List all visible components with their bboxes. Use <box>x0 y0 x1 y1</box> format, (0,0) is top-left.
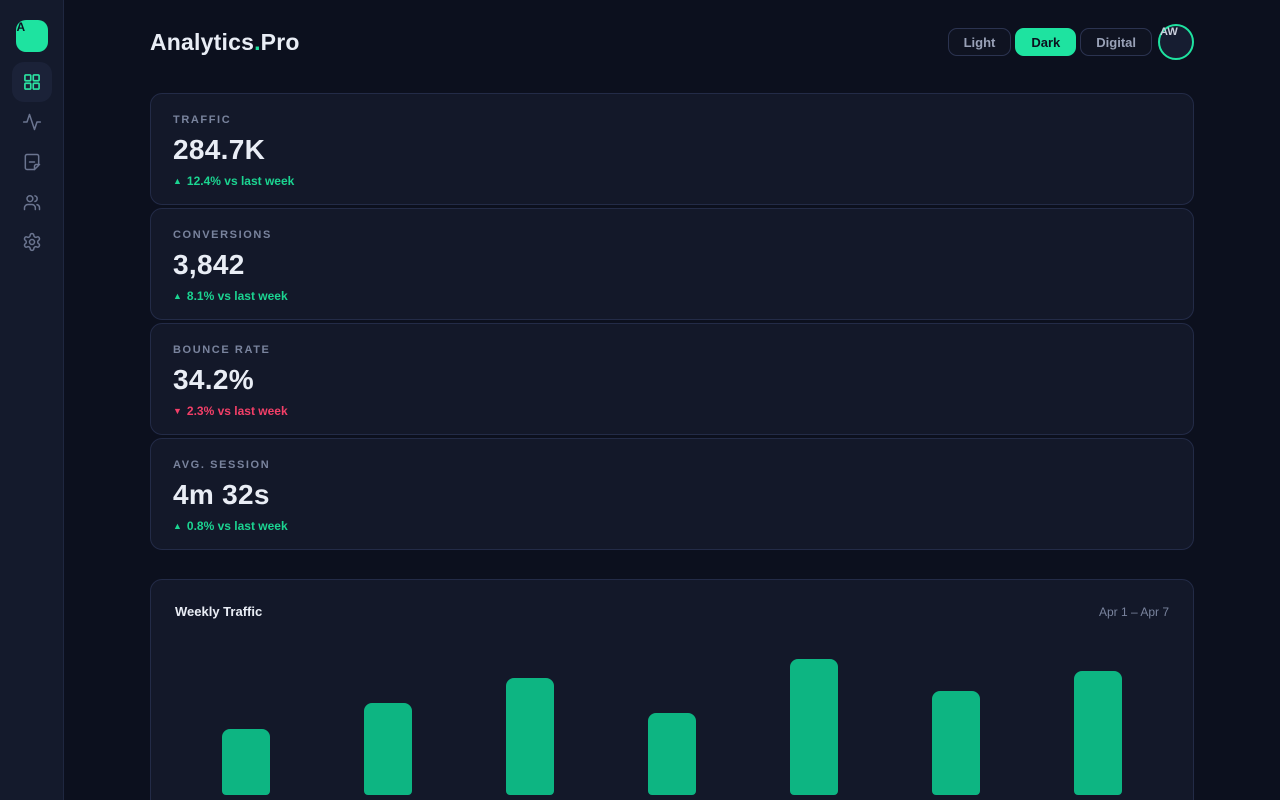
chart-bar-apr-3[interactable] <box>506 678 554 795</box>
logo-letter: A <box>16 20 26 34</box>
stat-value: 4m 32s <box>173 479 270 510</box>
chart-header: Weekly Traffic Apr 1 – Apr 7 <box>175 604 1169 619</box>
bar-slot <box>317 580 459 795</box>
stat-delta-text: 2.3% vs last week <box>186 404 288 419</box>
stat-delta-text: 12.4% vs last week <box>186 174 295 189</box>
topbar-actions: Light Dark Digital AW <box>944 24 1194 60</box>
arrow-up-icon: ▲ <box>173 176 182 187</box>
sidebar-nav <box>11 62 52 262</box>
chart-bar-apr-6[interactable] <box>932 691 980 795</box>
stat-value: 34.2% <box>173 364 254 395</box>
chart-bar-apr-2[interactable] <box>364 703 412 795</box>
stat-label: BOUNCE RATE <box>173 344 271 356</box>
bar-slot <box>885 580 1027 795</box>
stat-value: 284.7K <box>173 134 266 165</box>
stat-delta-text: 8.1% vs last week <box>186 289 288 304</box>
app-logo[interactable]: A <box>15 20 48 52</box>
bar-slot <box>743 580 885 795</box>
stat-card-conversions: CONVERSIONS 3,842 ▲ 8.1% vs last week <box>150 208 1194 320</box>
sidebar-item-reports[interactable] <box>12 142 52 182</box>
document-icon <box>24 153 40 171</box>
page-title: Analytics.Pro <box>150 29 300 56</box>
arrow-up-icon: ▲ <box>173 521 182 532</box>
theme-button-dark[interactable]: Dark <box>1015 28 1077 56</box>
stat-delta: ▲ 0.8% vs last week <box>173 519 1171 533</box>
sidebar-item-dashboard[interactable] <box>11 62 52 102</box>
title-main: Analytics <box>150 28 255 55</box>
bar-slot <box>175 580 317 795</box>
stat-card-traffic: TRAFFIC 284.7K ▲ 12.4% vs last week <box>150 93 1194 205</box>
stat-delta-text: 0.8% vs last week <box>186 519 288 534</box>
theme-button-digital[interactable]: Digital <box>1080 28 1152 56</box>
bar-slot <box>459 580 601 795</box>
bar-slot <box>1027 580 1169 795</box>
activity-icon <box>22 113 41 131</box>
topbar: Analytics.Pro Light Dark Digital AW <box>150 24 1194 60</box>
arrow-down-icon: ▼ <box>173 406 182 417</box>
chart-bar-apr-5[interactable] <box>790 659 838 795</box>
gear-icon <box>23 232 40 252</box>
chart-bar-apr-4[interactable] <box>648 713 696 795</box>
chart-title: Weekly Traffic <box>175 604 263 619</box>
stat-card-bounce-rate: BOUNCE RATE 34.2% ▼ 2.3% vs last week <box>150 323 1194 435</box>
main-area: Analytics.Pro Light Dark Digital AW TRAF… <box>64 0 1280 800</box>
avatar-initials: AW <box>1160 26 1178 38</box>
stat-delta: ▼ 2.3% vs last week <box>173 404 1171 418</box>
stat-card-avg-session: AVG. SESSION 4m 32s ▲ 0.8% vs last week <box>150 438 1194 550</box>
stat-value: 3,842 <box>173 249 245 280</box>
stat-label: CONVERSIONS <box>173 229 272 241</box>
chart-bar-apr-1[interactable] <box>222 729 270 795</box>
stat-label: AVG. SESSION <box>173 459 271 471</box>
chart-date-range: Apr 1 – Apr 7 <box>1098 604 1169 619</box>
arrow-up-icon: ▲ <box>173 291 182 302</box>
stat-cards: TRAFFIC 284.7K ▲ 12.4% vs last week CONV… <box>150 93 1194 550</box>
sidebar-item-settings[interactable] <box>12 222 52 262</box>
bar-slot <box>601 580 743 795</box>
sidebar: A <box>0 0 64 800</box>
weekly-traffic-chart-card: Weekly Traffic Apr 1 – Apr 7 <box>150 579 1194 800</box>
stat-delta: ▲ 8.1% vs last week <box>173 289 1171 303</box>
bar-chart <box>175 580 1169 795</box>
stat-label: TRAFFIC <box>173 114 232 126</box>
title-suffix: Pro <box>260 28 300 55</box>
theme-button-light[interactable]: Light <box>947 28 1012 56</box>
sidebar-item-activity[interactable] <box>12 102 52 142</box>
grid-icon <box>23 74 40 90</box>
chart-bar-apr-7[interactable] <box>1074 671 1122 795</box>
users-icon <box>23 195 40 211</box>
sidebar-item-users[interactable] <box>12 182 52 222</box>
stat-delta: ▲ 12.4% vs last week <box>173 174 1171 188</box>
avatar[interactable]: AW <box>1158 24 1194 60</box>
title-dot: . <box>254 28 261 55</box>
